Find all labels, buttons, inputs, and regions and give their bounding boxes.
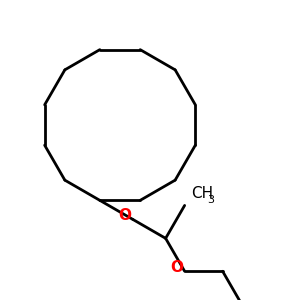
- Text: CH: CH: [190, 186, 213, 201]
- Text: 3: 3: [208, 195, 214, 206]
- Text: O: O: [170, 260, 183, 275]
- Text: O: O: [118, 208, 131, 223]
